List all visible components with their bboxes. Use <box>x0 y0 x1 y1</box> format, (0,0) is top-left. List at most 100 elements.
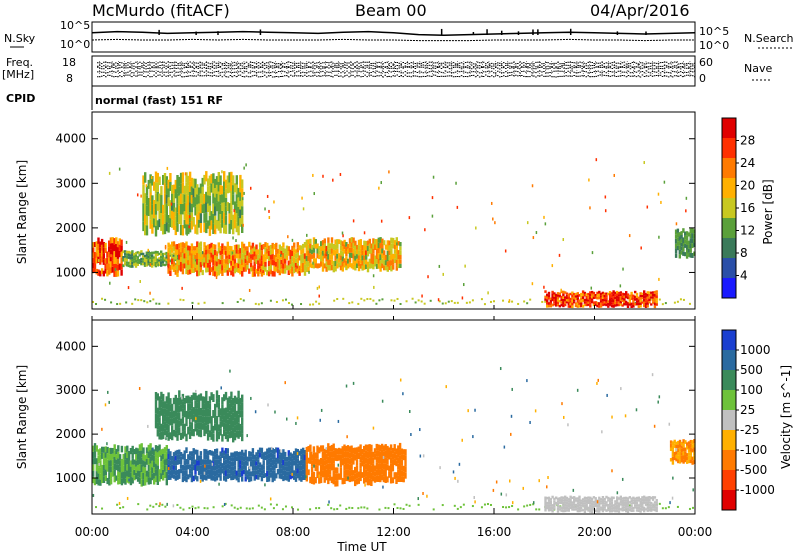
heat-cell <box>221 412 224 420</box>
heat-cell <box>224 215 228 225</box>
heat-cell <box>109 454 113 461</box>
heat-cell <box>134 254 138 258</box>
heat-cell <box>610 299 614 303</box>
heat-cell <box>165 458 168 466</box>
heat-speck <box>535 231 538 235</box>
heat-cell <box>248 471 251 477</box>
heat-cell <box>619 298 622 301</box>
heat-cell <box>517 508 520 511</box>
heat-speck <box>109 281 111 285</box>
heat-cell <box>341 261 344 267</box>
velocity-colorbar-swatch <box>722 490 736 510</box>
heat-cell <box>249 476 253 482</box>
heat-cell <box>239 460 242 465</box>
heat-cell <box>314 458 317 465</box>
heat-cell <box>287 251 290 256</box>
heat-cell <box>334 467 337 474</box>
heat-cell <box>580 499 583 502</box>
heat-cell <box>560 295 563 299</box>
heat-cell <box>623 508 626 512</box>
heat-cell <box>206 253 210 259</box>
heat-cell <box>276 263 280 269</box>
heat-cell <box>134 265 138 268</box>
heat-cell <box>680 246 683 251</box>
heat-cell <box>242 248 246 254</box>
heat-cell <box>294 249 298 254</box>
heat-cell <box>199 455 203 461</box>
heat-cell <box>163 447 167 454</box>
heat-cell <box>580 300 583 303</box>
heat-cell <box>266 242 269 249</box>
heat-cell <box>244 250 247 255</box>
heat-cell <box>345 242 348 247</box>
heat-cell <box>174 450 177 456</box>
heat-cell <box>343 464 346 471</box>
heat-cell <box>370 263 373 269</box>
heat-cell <box>680 250 683 255</box>
heat-cell <box>553 507 556 510</box>
velocity-colorbar-label: -25 <box>740 423 760 437</box>
heat-cell <box>223 422 226 430</box>
heat-cell <box>258 447 262 453</box>
heat-speck <box>211 462 214 466</box>
heat-cell <box>160 399 163 408</box>
heat-cell <box>205 459 208 465</box>
heat-cell <box>643 509 646 513</box>
heat-cell <box>603 502 606 505</box>
heat-cell <box>179 456 183 461</box>
heat-cell <box>156 422 159 430</box>
heat-speck <box>296 265 298 269</box>
heat-cell <box>375 239 379 245</box>
heat-cell <box>215 266 219 272</box>
heat-cell <box>323 238 326 244</box>
heat-cell <box>95 471 98 478</box>
heat-cell <box>258 462 262 468</box>
heat-cell <box>178 397 181 406</box>
heat-cell <box>361 472 364 478</box>
heat-cell <box>188 396 192 404</box>
heat-cell <box>199 422 203 430</box>
heat-cell <box>167 448 170 454</box>
heat-cell <box>553 500 556 503</box>
heat-cell <box>689 233 692 239</box>
heat-cell <box>589 304 592 308</box>
heat-cell <box>637 305 640 308</box>
heat-cell <box>355 459 359 466</box>
heat-cell <box>183 465 186 471</box>
heat-cell <box>237 263 240 269</box>
heat-cell <box>169 470 172 476</box>
heat-cell <box>689 459 692 464</box>
heat-cell <box>310 478 314 484</box>
heat-cell <box>395 478 398 484</box>
heat-cell <box>589 302 592 305</box>
heat-cell <box>321 470 325 478</box>
heat-cell <box>641 292 644 295</box>
heat-speck <box>306 233 308 237</box>
heat-cell <box>671 449 675 453</box>
heat-cell <box>235 470 238 476</box>
heat-cell <box>630 294 633 298</box>
heat-cell <box>145 459 149 465</box>
heat-cell <box>97 473 100 480</box>
heat-cell <box>632 299 635 303</box>
heat-cell <box>219 408 222 416</box>
noise-left-tick-bottom: 10^0 <box>60 38 90 51</box>
heat-cell <box>181 225 185 236</box>
heat-cell <box>386 464 389 471</box>
heat-cell <box>196 224 199 235</box>
heat-cell <box>644 503 648 506</box>
heat-cell <box>581 296 585 299</box>
heat-cell <box>360 297 363 300</box>
heat-cell <box>131 253 134 256</box>
heat-cell <box>386 458 389 465</box>
heat-cell <box>253 261 256 267</box>
heat-cell <box>115 270 118 277</box>
heat-cell <box>569 302 572 306</box>
heat-cell <box>623 506 626 509</box>
heat-cell <box>316 471 319 479</box>
heat-cell <box>621 502 624 505</box>
heat-cell <box>217 431 220 440</box>
heat-cell <box>232 420 235 428</box>
heat-cell <box>655 504 658 507</box>
heat-cell <box>215 261 219 267</box>
